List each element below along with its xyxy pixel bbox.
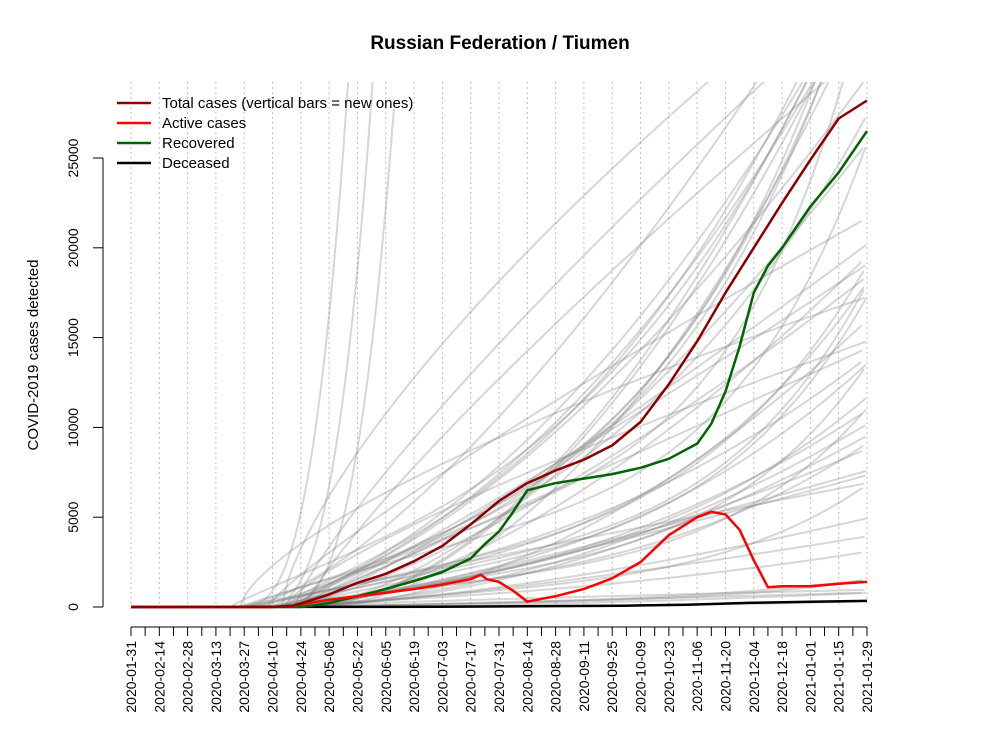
y-axis-label: COVID-2019 cases detected [25,260,42,451]
x-tick-label: 2020-03-13 [208,641,224,713]
y-tick-label: 10000 [65,408,81,447]
background-series-line [275,286,865,608]
background-series-line [303,82,827,608]
x-axis: 2020-01-31 2020-02-14 2020-02-28 2020-03-13… [123,626,875,713]
x-tick-label: 2021-01-29 [859,641,875,713]
x-tick-label: 2020-07-31 [491,641,507,713]
y-tick-label: 15000 [65,318,81,357]
background-series-line [303,82,823,608]
y-tick-label: 25000 [65,138,81,177]
background-series-line [266,517,867,608]
background-series-line [288,82,815,608]
x-tick-label: 2020-02-28 [180,641,196,713]
background-series-line [303,324,863,608]
background-series-line [229,82,808,608]
background-series-line [234,82,350,608]
background-series-line [280,82,844,608]
x-tick-label: 2020-12-18 [774,641,790,713]
y-tick-label: 5000 [65,501,81,532]
y-tick-label: 0 [65,603,81,611]
background-series-line [254,82,374,608]
x-tick-label: 2021-01-01 [802,641,818,713]
background-series-line [264,435,866,608]
x-tick-label: 2020-06-19 [406,641,422,713]
x-tick-label: 2020-04-24 [293,641,309,713]
x-tick-label: 2020-10-23 [661,641,677,713]
x-tick-label: 2020-10-09 [633,641,649,713]
background-series-line [236,361,862,608]
x-tick-label: 2020-09-25 [604,641,620,713]
y-tick-label: 20000 [65,228,81,267]
x-tick-label: 2021-01-15 [831,641,847,713]
background-series-line [291,82,816,608]
background-series-line [283,82,822,608]
legend-label: Active cases [162,115,246,132]
x-tick-label: 2020-01-31 [123,641,139,713]
background-series-line [286,579,863,608]
x-tick-label: 2020-07-17 [463,641,479,713]
x-tick-label: 2020-11-06 [689,641,705,712]
series-line [131,99,868,609]
y-axis: 0 5000 10000 15000 20000 25000 [65,138,104,611]
x-tick-label: 2020-07-03 [434,641,450,713]
x-tick-label: 2020-04-10 [265,641,281,713]
background-series-line [301,244,867,608]
background-series-line [293,82,766,608]
legend-label: Recovered [162,135,235,152]
legend: Total cases (vertical bars = new ones) Ac… [117,95,413,172]
background-series-line [272,108,395,608]
main-series [130,99,869,609]
background-series-line [282,535,865,608]
background-series-line [246,424,866,608]
background-series-line [234,82,865,608]
chart-title: Russian Federation / Tiumen [370,33,629,54]
background-series-line [270,588,865,608]
legend-label: Deceased [162,155,230,172]
x-tick-label: 2020-08-14 [519,641,535,713]
x-tick-label: 2020-08-28 [548,641,564,713]
background-series-line [288,264,866,608]
series-line [131,510,868,609]
series-line [131,130,869,609]
legend-label: Total cases (vertical bars = new ones) [162,95,413,112]
x-tick-label: 2020-05-22 [349,641,365,713]
background-series-line [296,82,808,608]
background-series-line [288,82,804,608]
x-tick-label: 2020-02-14 [151,641,167,713]
x-tick-label: 2020-09-11 [576,641,592,712]
background-series-line [278,82,798,608]
series-line [130,599,868,609]
background-series-line [304,147,864,608]
x-tick-label: 2020-06-05 [378,641,394,713]
background-series-line [245,82,758,608]
x-tick-label: 2020-11-20 [717,641,733,712]
x-tick-label: 2020-12-04 [746,641,762,713]
background-series-line [290,591,862,608]
background-series-line [240,147,867,608]
background-series-line [289,297,868,608]
background-series-line [282,340,867,608]
background-series-line [301,364,867,608]
x-tick-label: 2020-05-08 [321,641,337,713]
background-series-line [280,82,710,608]
background-series-line [303,579,862,608]
x-tick-label: 2020-03-27 [236,641,252,713]
background-series-line [238,296,865,608]
background-series-line [310,486,864,608]
background-series-line [275,289,865,608]
background-series [229,82,868,608]
